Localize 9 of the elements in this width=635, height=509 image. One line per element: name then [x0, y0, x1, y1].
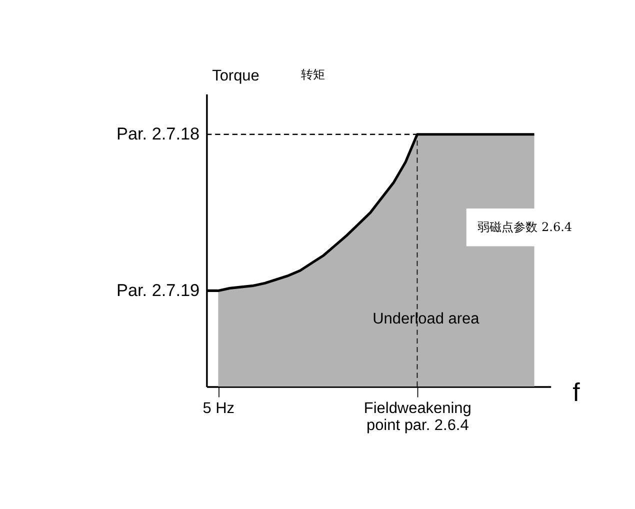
x-axis-title: f	[572, 378, 581, 407]
text: 转矩	[301, 68, 326, 82]
annotation: Underload area	[372, 310, 480, 328]
annotation: 弱磁点参数 2.6.4	[478, 220, 572, 234]
y-axis-title: Torque	[212, 68, 260, 85]
text: Par. 2.7.19	[116, 280, 200, 300]
x-tick-label: 5 Hz	[202, 400, 235, 417]
x-tick-label: Fieldweakening point par. 2.6.4	[364, 400, 472, 434]
ref-line-label: Par. 2.7.18	[116, 124, 200, 144]
